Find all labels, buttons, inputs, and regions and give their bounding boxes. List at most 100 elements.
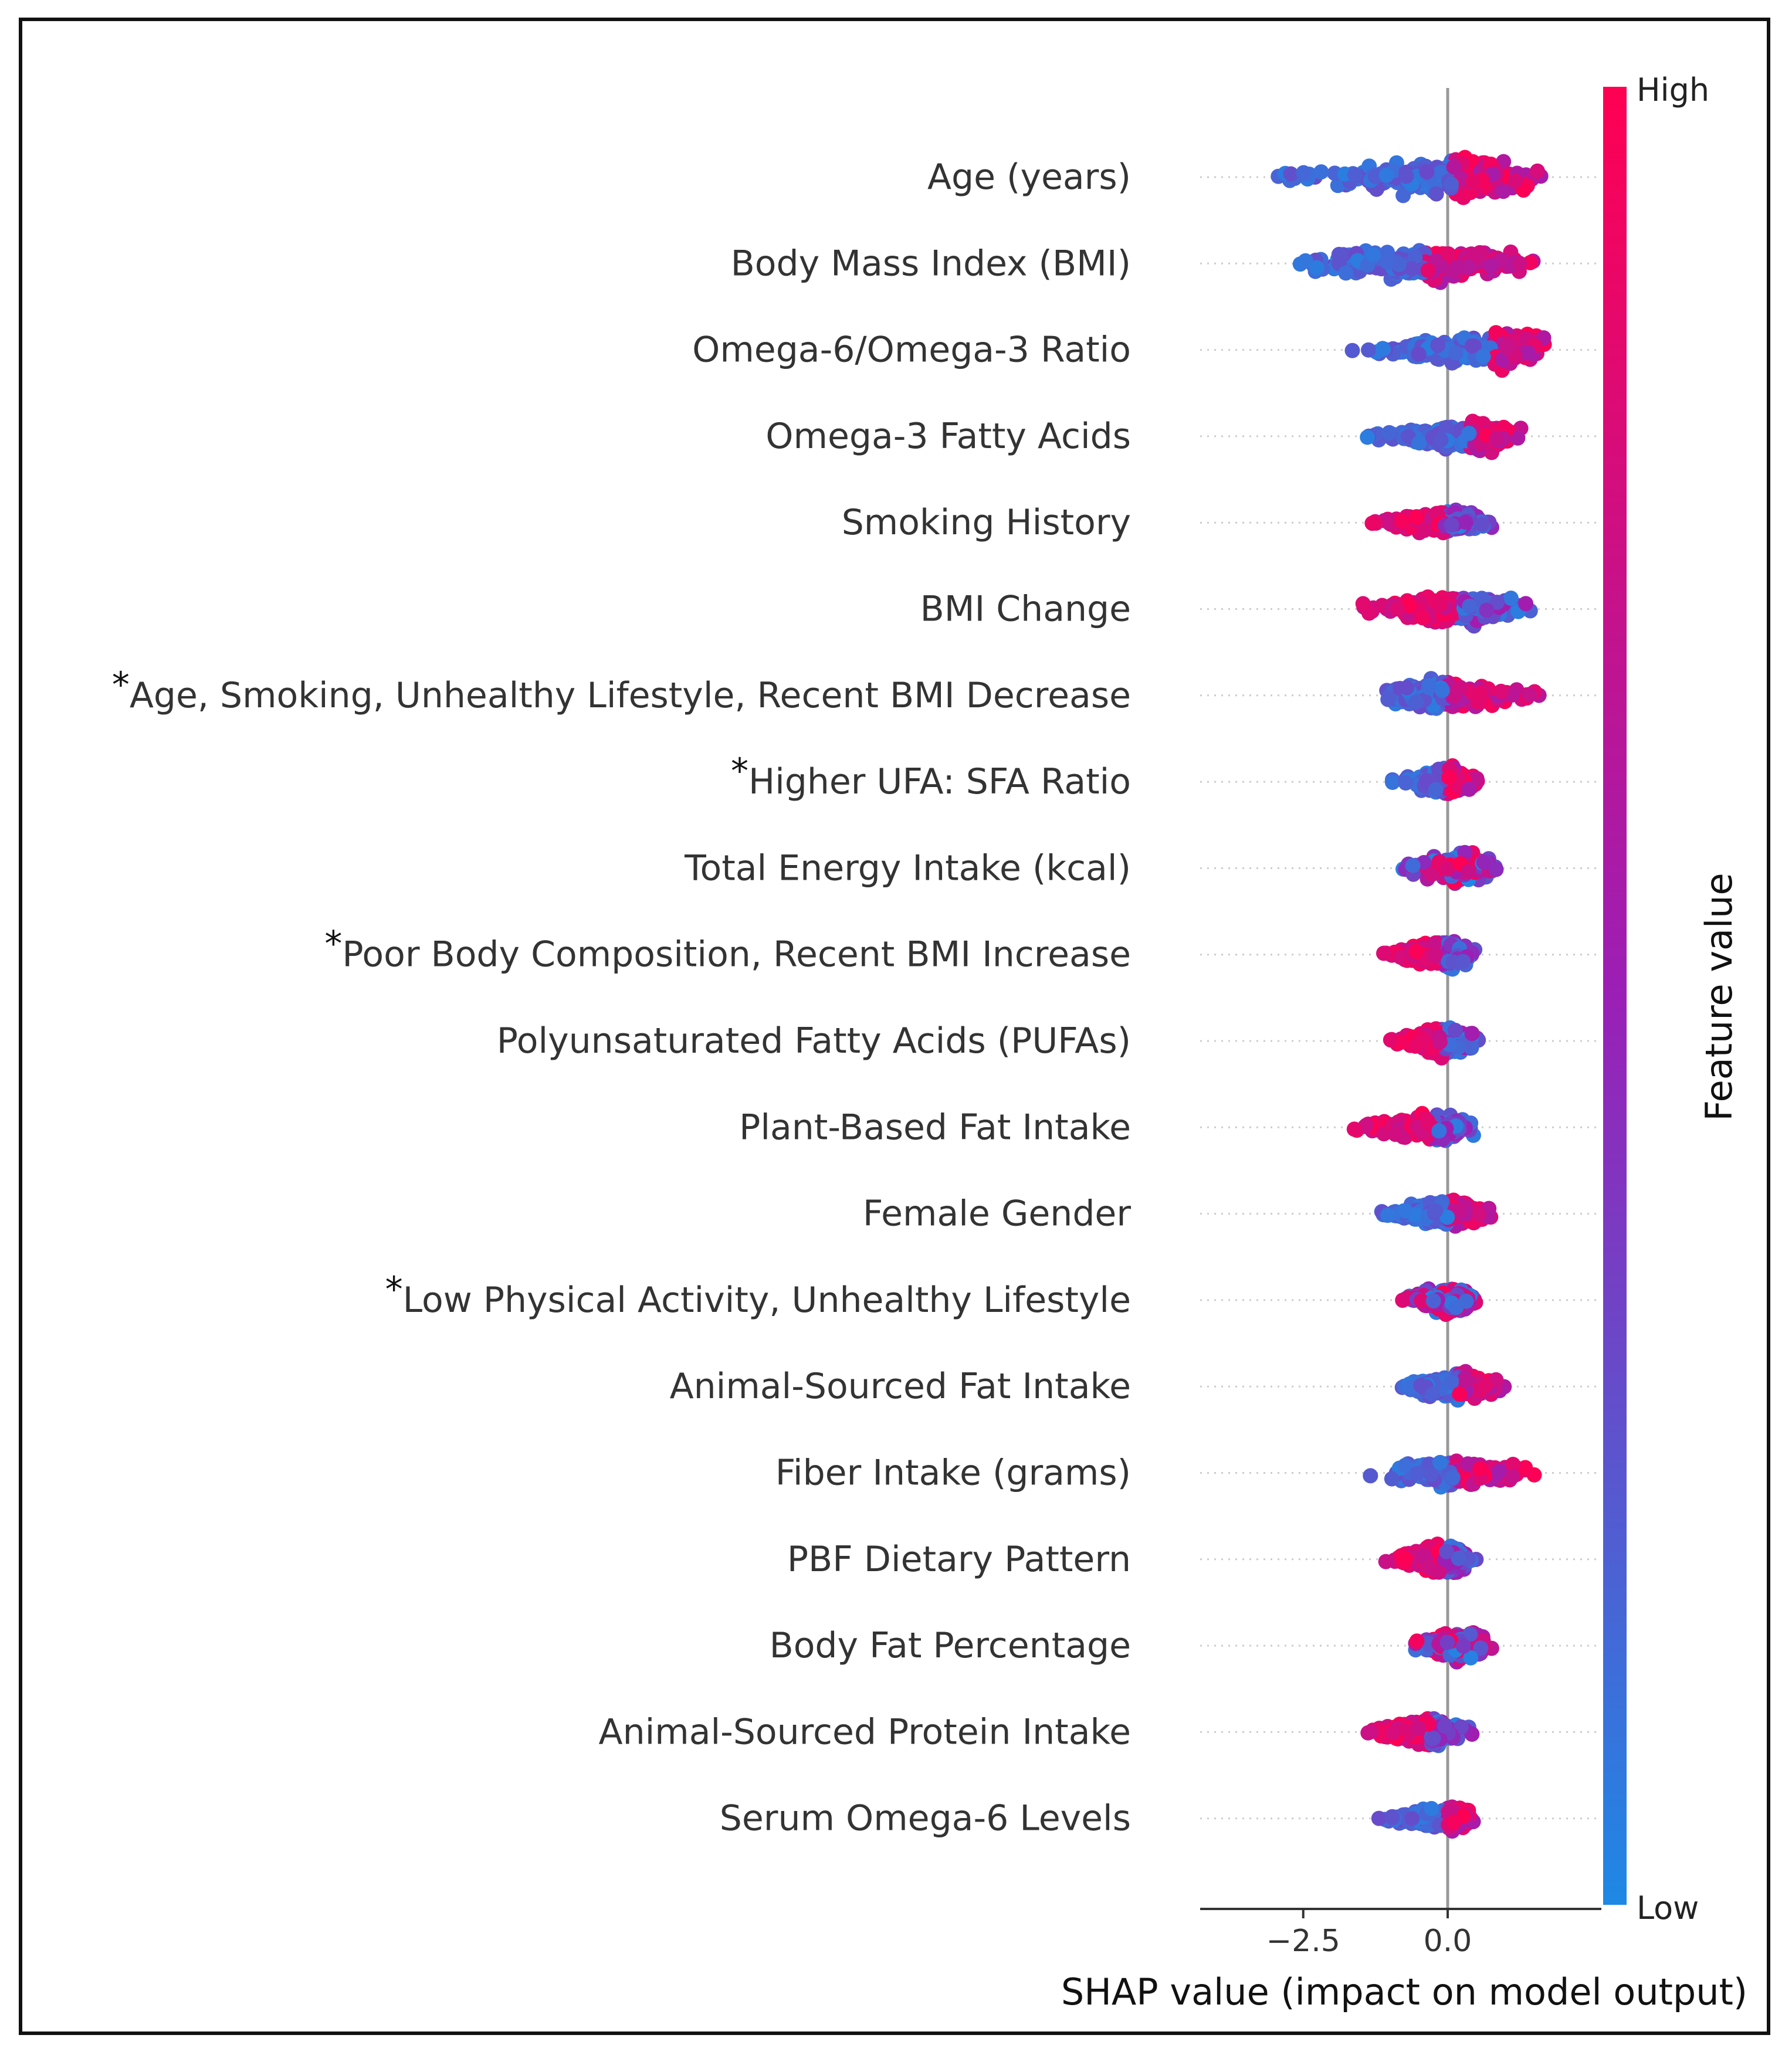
row-guides: [1200, 176, 1601, 1820]
shap-point: [1398, 775, 1414, 791]
feature-points: [1344, 325, 1552, 378]
feature-points: [1292, 243, 1541, 290]
shap-point: [1447, 687, 1462, 703]
shap-point: [1451, 1202, 1466, 1218]
shap-point: [1448, 345, 1464, 361]
shap-point: [1298, 253, 1313, 269]
feature-label-text: Age, Smoking, Unhealthy Lifestyle, Recen…: [130, 675, 1131, 716]
feature-label: Total Energy Intake (kcal): [684, 847, 1131, 888]
shap-point: [1505, 1469, 1520, 1484]
shap-point: [1404, 261, 1420, 277]
feature-points: [1395, 845, 1504, 891]
shap-point: [1381, 425, 1397, 440]
shap-point: [1464, 1026, 1480, 1042]
shap-point: [1408, 694, 1424, 710]
shap-point: [1395, 188, 1411, 204]
shap-point: [1411, 347, 1427, 362]
shap-point: [1390, 601, 1405, 617]
shap-point: [1420, 263, 1436, 278]
shap-point: [1432, 596, 1448, 612]
shap-point: [1361, 342, 1376, 358]
feature-label: *Age, Smoking, Unhealthy Lifestyle, Rece…: [112, 664, 1131, 716]
feature-label: BMI Change: [920, 589, 1131, 630]
shap-point: [1449, 260, 1465, 276]
shap-point: [1366, 247, 1381, 263]
shap-point: [1439, 1634, 1455, 1650]
feature-points: [1363, 1453, 1542, 1495]
shap-point: [1512, 255, 1527, 271]
feature-points: [1408, 1625, 1499, 1670]
feature-label-text: Higher UFA: SFA Ratio: [748, 761, 1131, 802]
feature-star-marker: *: [324, 924, 342, 965]
shap-point: [1338, 265, 1354, 281]
shap-point: [1408, 944, 1424, 959]
feature-points: [1271, 150, 1549, 205]
shap-point: [1399, 680, 1415, 696]
shap-point: [1434, 683, 1450, 698]
shap-point: [1432, 1034, 1448, 1050]
shap-point: [1432, 1454, 1448, 1470]
shap-point: [1517, 1460, 1533, 1476]
feature-label: Animal-Sourced Fat Intake: [670, 1366, 1131, 1407]
feature-label: Smoking History: [842, 502, 1131, 543]
shap-point: [1347, 167, 1363, 182]
shap-point: [1346, 1121, 1362, 1137]
shap-point: [1360, 429, 1376, 445]
shap-point: [1419, 164, 1435, 180]
feature-label: Body Fat Percentage: [770, 1625, 1131, 1666]
shap-point: [1483, 258, 1499, 274]
shap-point: [1439, 1209, 1455, 1225]
shap-point: [1460, 1456, 1476, 1472]
shap-point: [1444, 517, 1459, 533]
shap-point: [1499, 340, 1515, 355]
shap-point: [1385, 775, 1400, 790]
shap-point: [1363, 1468, 1378, 1484]
shap-point: [1518, 596, 1534, 612]
shap-point: [1455, 954, 1471, 969]
shap-point: [1398, 168, 1414, 184]
shap-point: [1489, 595, 1505, 610]
feature-label: Body Mass Index (BMI): [731, 243, 1131, 284]
shap-point: [1472, 686, 1488, 701]
feature-points: [1383, 1020, 1486, 1066]
shap-point: [1465, 174, 1481, 189]
shap-point: [1384, 1471, 1400, 1487]
shap-point: [1424, 1386, 1440, 1402]
shap-point: [1367, 168, 1383, 184]
shap-point: [1461, 781, 1477, 797]
shap-point: [1474, 517, 1490, 533]
feature-label-text: Low Physical Activity, Unhealthy Lifesty…: [403, 1280, 1131, 1321]
shap-point: [1474, 591, 1490, 606]
shap-point: [1489, 431, 1505, 447]
feature-label: Serum Omega-6 Levels: [720, 1798, 1131, 1839]
shap-point: [1431, 1564, 1447, 1580]
shap-point: [1472, 1461, 1488, 1477]
shap-point: [1413, 1378, 1429, 1393]
shap-point: [1478, 1378, 1493, 1393]
shap-point: [1397, 1457, 1413, 1473]
shap-point: [1461, 425, 1477, 441]
shap-point: [1433, 432, 1449, 448]
feature-points: [1374, 1192, 1499, 1234]
shap-point: [1410, 1466, 1425, 1481]
shap-point: [1416, 523, 1432, 538]
feature-label: PBF Dietary Pattern: [787, 1539, 1131, 1580]
feature-points: [1379, 671, 1547, 716]
shap-point: [1471, 1206, 1486, 1222]
feature-label: Omega-3 Fatty Acids: [765, 416, 1131, 457]
shap-point: [1428, 782, 1444, 798]
shap-point: [1505, 1457, 1521, 1472]
shap-point: [1491, 1464, 1507, 1480]
shap-point: [1424, 867, 1439, 882]
shap-point: [1522, 255, 1538, 270]
shap-point: [1439, 861, 1455, 877]
feature-labels: Age (years)Body Mass Index (BMI)Omega-6/…: [112, 157, 1131, 1839]
shap-point: [1530, 163, 1545, 179]
shap-point: [1364, 516, 1380, 531]
shap-point: [1400, 429, 1416, 445]
shap-point: [1479, 602, 1495, 618]
shap-point: [1462, 598, 1478, 614]
shap-point: [1522, 687, 1537, 703]
shap-point: [1444, 177, 1459, 192]
